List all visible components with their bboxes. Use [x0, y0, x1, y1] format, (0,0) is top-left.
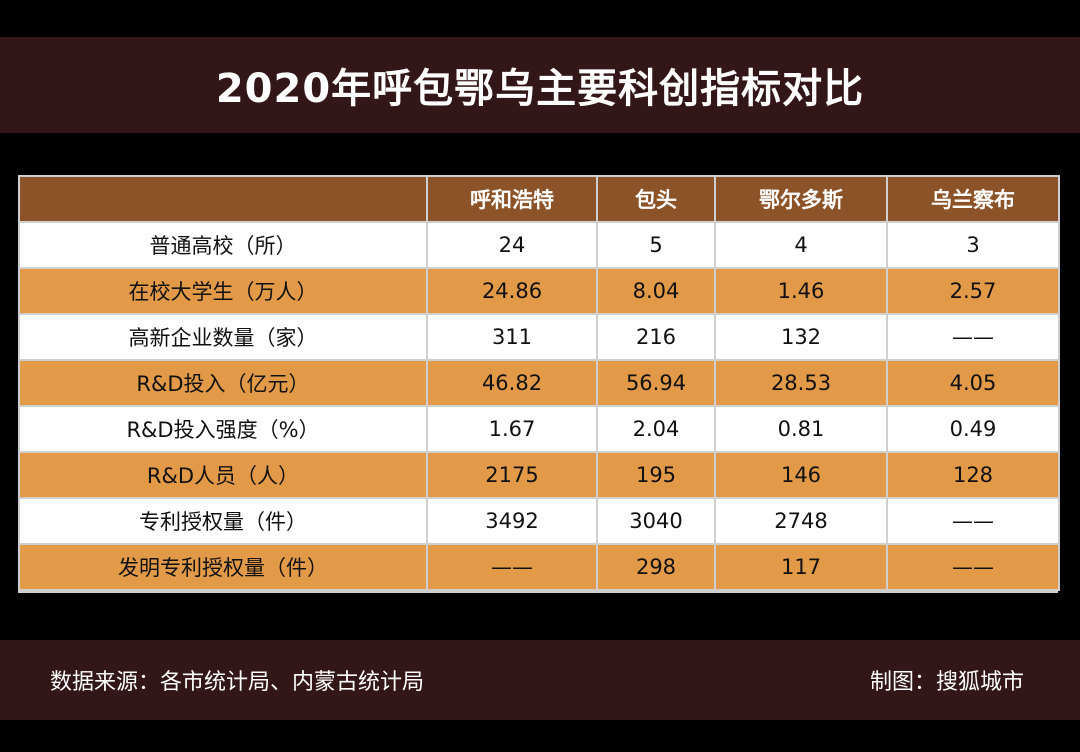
row-label: 普通高校（所）	[18, 221, 428, 269]
row-label: 高新企业数量（家）	[18, 313, 428, 361]
table-cell: 128	[886, 451, 1060, 499]
table-cell: 5	[596, 221, 716, 269]
table-cell: 3040	[596, 497, 716, 545]
header-corner	[18, 175, 428, 223]
row-label: 专利授权量（件）	[18, 497, 428, 545]
table-cell: 146	[714, 451, 888, 499]
table-row: R&D人员（人） 2175 195 146 128	[18, 451, 1060, 499]
data-source-note: 数据来源：各市统计局、内蒙古统计局	[50, 670, 425, 695]
table-cell: 311	[426, 313, 598, 361]
comparison-table: 呼和浩特 包头 鄂尔多斯 乌兰察布 普通高校（所） 24 5 4 3 在校大学生…	[18, 175, 1060, 593]
table-cell: 1.46	[714, 267, 888, 315]
table-cell: 216	[596, 313, 716, 361]
table-row: 发明专利授权量（件） —— 298 117 ——	[18, 543, 1060, 591]
table-cell: 117	[714, 543, 888, 591]
footer-band: 数据来源：各市统计局、内蒙古统计局 制图：搜狐城市	[0, 640, 1080, 720]
row-label: 发明专利授权量（件）	[18, 543, 428, 591]
column-header: 呼和浩特	[426, 175, 598, 223]
table-cell: 0.49	[886, 405, 1060, 453]
table-cell: ——	[426, 543, 598, 591]
table-row: R&D投入（亿元） 46.82 56.94 28.53 4.05	[18, 359, 1060, 407]
row-label: R&D人员（人）	[18, 451, 428, 499]
data-table: 呼和浩特 包头 鄂尔多斯 乌兰察布 普通高校（所） 24 5 4 3 在校大学生…	[18, 175, 1060, 591]
table-cell: 2175	[426, 451, 598, 499]
table-cell: 3492	[426, 497, 598, 545]
table-cell: 56.94	[596, 359, 716, 407]
table-cell: 2748	[714, 497, 888, 545]
table-cell: 24	[426, 221, 598, 269]
row-label: 在校大学生（万人）	[18, 267, 428, 315]
table-cell: 4	[714, 221, 888, 269]
table-cell: ——	[886, 313, 1060, 361]
row-label: R&D投入强度（%）	[18, 405, 428, 453]
table-cell: 2.04	[596, 405, 716, 453]
table-cell: 195	[596, 451, 716, 499]
table-row: R&D投入强度（%） 1.67 2.04 0.81 0.49	[18, 405, 1060, 453]
row-label: R&D投入（亿元）	[18, 359, 428, 407]
table-row: 在校大学生（万人） 24.86 8.04 1.46 2.57	[18, 267, 1060, 315]
page-title: 2020年呼包鄂乌主要科创指标对比	[215, 66, 865, 112]
title-band: 2020年呼包鄂乌主要科创指标对比	[0, 37, 1080, 133]
table-cell: 2.57	[886, 267, 1060, 315]
table-cell: 8.04	[596, 267, 716, 315]
chart-credit: 制图：搜狐城市	[869, 670, 1024, 695]
table-cell: ——	[886, 543, 1060, 591]
table-cell: 0.81	[714, 405, 888, 453]
column-header: 包头	[596, 175, 716, 223]
table-cell: 28.53	[714, 359, 888, 407]
table-cell: 4.05	[886, 359, 1060, 407]
table-cell: 24.86	[426, 267, 598, 315]
column-header: 乌兰察布	[886, 175, 1060, 223]
column-header: 鄂尔多斯	[714, 175, 888, 223]
table-cell: ——	[886, 497, 1060, 545]
header-row: 呼和浩特 包头 鄂尔多斯 乌兰察布	[18, 175, 1060, 223]
table-row: 普通高校（所） 24 5 4 3	[18, 221, 1060, 269]
table-cell: 3	[886, 221, 1060, 269]
table-cell: 1.67	[426, 405, 598, 453]
table-cell: 132	[714, 313, 888, 361]
table-row: 专利授权量（件） 3492 3040 2748 ——	[18, 497, 1060, 545]
table-cell: 298	[596, 543, 716, 591]
table-cell: 46.82	[426, 359, 598, 407]
table-row: 高新企业数量（家） 311 216 132 ——	[18, 313, 1060, 361]
